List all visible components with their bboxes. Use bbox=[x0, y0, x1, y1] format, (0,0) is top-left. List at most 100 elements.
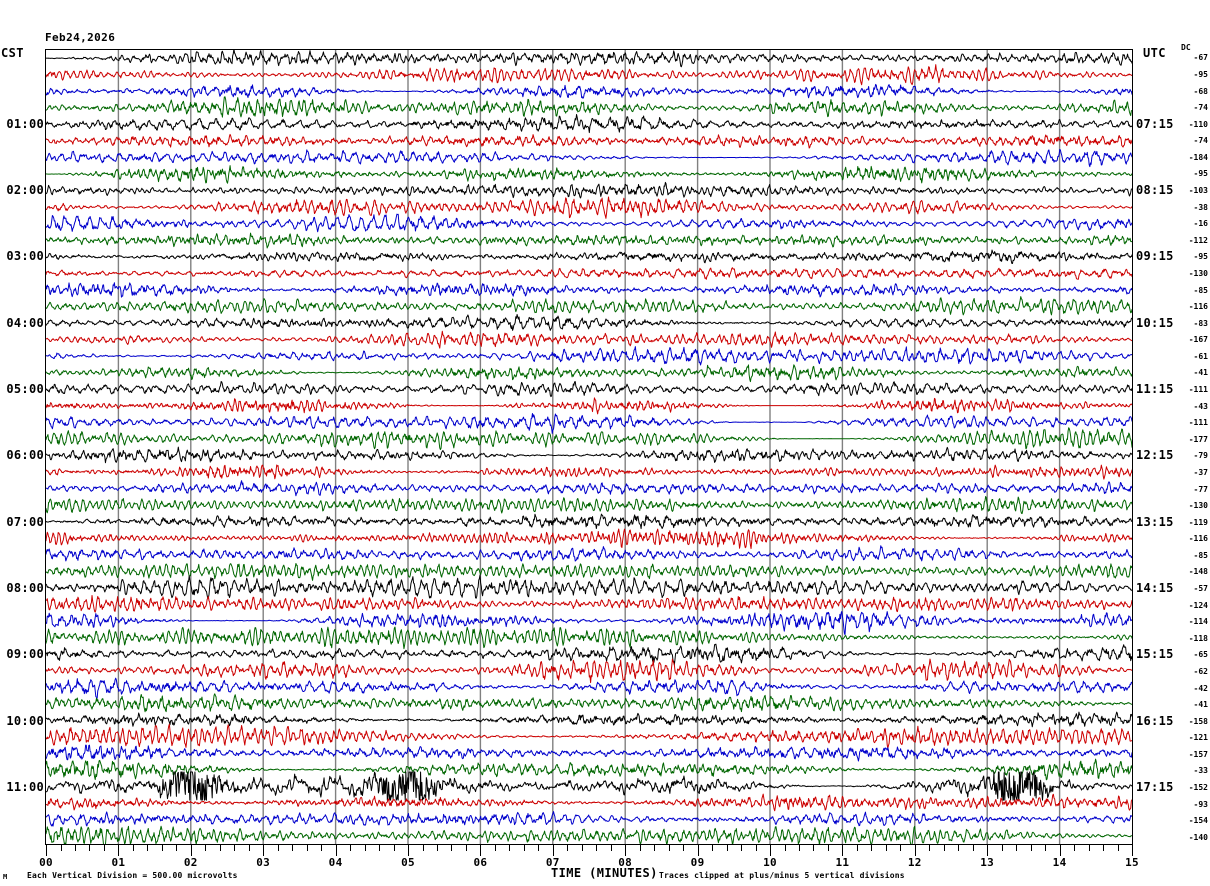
dc-value: -114 bbox=[1188, 617, 1208, 627]
hour-label-utc: 11:15 bbox=[1136, 382, 1174, 396]
trace-line bbox=[46, 232, 1132, 249]
x-tick-minor bbox=[567, 845, 569, 851]
x-tick-minor bbox=[683, 845, 685, 851]
dc-value: -111 bbox=[1188, 385, 1208, 394]
x-tick-minor bbox=[610, 845, 612, 851]
x-tick-major bbox=[552, 845, 554, 856]
dc-value: -95 bbox=[1193, 169, 1208, 179]
hour-label-utc: 12:15 bbox=[1136, 448, 1174, 463]
dc-value: -95 bbox=[1193, 252, 1208, 262]
hour-label-utc: 17:15 bbox=[1136, 780, 1174, 794]
dc-value: -95 bbox=[1193, 69, 1208, 79]
x-tick-minor bbox=[1030, 845, 1032, 851]
x-tick-minor bbox=[451, 845, 453, 851]
grid-layer bbox=[117, 50, 1061, 844]
x-tick-minor bbox=[205, 845, 207, 851]
x-tick-minor bbox=[132, 845, 134, 851]
dc-value: -121 bbox=[1188, 733, 1208, 743]
hour-label-utc: 13:15 bbox=[1136, 514, 1174, 529]
hour-label-utc: 14:15 bbox=[1136, 581, 1174, 595]
x-tick-minor bbox=[581, 845, 583, 851]
x-tick-minor bbox=[813, 845, 815, 851]
footer-scale-note: Each Vertical Division = 500.00 microvol… bbox=[27, 871, 238, 880]
x-tick-minor bbox=[755, 845, 757, 851]
x-tick-minor bbox=[958, 845, 960, 851]
x-tick-minor bbox=[1045, 845, 1047, 851]
hour-label-utc: 09:15 bbox=[1136, 249, 1174, 264]
x-tick-minor bbox=[103, 845, 105, 851]
x-tick-minor bbox=[422, 845, 424, 851]
trace-line bbox=[46, 446, 1132, 464]
hour-label-cst: 11:00 bbox=[6, 780, 44, 794]
dc-value: -61 bbox=[1193, 351, 1208, 361]
hour-label-utc: 07:15 bbox=[1136, 116, 1174, 131]
trace-line bbox=[46, 594, 1132, 613]
dc-value: -33 bbox=[1193, 766, 1208, 776]
trace-line bbox=[46, 574, 1132, 599]
trace-line bbox=[46, 267, 1132, 280]
x-tick-label: 00 bbox=[39, 856, 53, 869]
x-tick-label: 06 bbox=[473, 856, 488, 869]
x-tick-minor bbox=[654, 845, 656, 851]
dc-value: -158 bbox=[1188, 716, 1208, 726]
dc-value: -130 bbox=[1188, 501, 1208, 510]
trace-line bbox=[46, 626, 1132, 650]
trace-line bbox=[46, 364, 1132, 383]
trace-line bbox=[46, 83, 1132, 99]
hour-label-utc: 16:15 bbox=[1136, 713, 1174, 728]
x-tick-minor bbox=[350, 845, 352, 851]
trace-line bbox=[46, 196, 1132, 219]
trace-line bbox=[46, 693, 1132, 713]
hour-label-cst: 03:00 bbox=[6, 249, 44, 264]
x-tick-major bbox=[770, 845, 771, 856]
trace-line bbox=[46, 427, 1132, 451]
x-tick-minor bbox=[306, 845, 308, 851]
x-tick-label: 12 bbox=[907, 856, 922, 869]
x-tick-minor bbox=[827, 845, 829, 851]
footer-m-marker: M bbox=[3, 873, 8, 881]
x-tick-major bbox=[46, 845, 47, 856]
x-tick-label: 03 bbox=[256, 856, 271, 869]
x-tick-minor bbox=[1103, 845, 1104, 851]
dc-value: -111 bbox=[1188, 418, 1208, 428]
trace-line bbox=[46, 723, 1132, 749]
x-tick-minor bbox=[972, 845, 974, 851]
x-tick-major bbox=[335, 845, 337, 856]
x-tick-major bbox=[1132, 845, 1133, 856]
x-tick-label: 10 bbox=[763, 856, 777, 869]
dc-value: -43 bbox=[1193, 401, 1208, 411]
trace-line bbox=[46, 464, 1132, 480]
trace-line bbox=[46, 413, 1132, 434]
dc-value: -103 bbox=[1188, 186, 1208, 195]
dc-value: -177 bbox=[1188, 434, 1208, 444]
trace-line bbox=[46, 330, 1132, 349]
x-tick-major bbox=[263, 845, 265, 856]
x-tick-minor bbox=[929, 845, 931, 851]
dc-value: -157 bbox=[1188, 749, 1208, 759]
trace-line bbox=[46, 793, 1132, 812]
hour-label-cst: 09:00 bbox=[6, 647, 44, 662]
x-tick-label: 13 bbox=[980, 856, 995, 869]
x-tick-label: 02 bbox=[183, 856, 198, 869]
dc-value: -65 bbox=[1193, 650, 1208, 660]
x-tick-label: 08 bbox=[618, 856, 633, 869]
x-tick-label: 15 bbox=[1125, 856, 1139, 869]
x-tick-minor bbox=[161, 845, 163, 851]
x-tick-major bbox=[625, 845, 627, 856]
dc-value: -67 bbox=[1193, 53, 1208, 63]
trace-line bbox=[46, 181, 1132, 199]
x-tick-major bbox=[1059, 845, 1061, 856]
hour-label-utc: 10:15 bbox=[1136, 315, 1174, 330]
x-tick-minor bbox=[379, 845, 380, 851]
dc-value: -130 bbox=[1188, 268, 1208, 278]
x-tick-minor bbox=[176, 845, 178, 851]
x-tick-label: 14 bbox=[1052, 856, 1067, 869]
trace-line bbox=[46, 397, 1132, 415]
x-tick-minor bbox=[856, 845, 858, 851]
x-tick-major bbox=[697, 845, 699, 856]
trace-line bbox=[46, 114, 1132, 134]
x-tick-minor bbox=[364, 845, 366, 851]
dc-column-header: DC bbox=[1181, 43, 1191, 52]
x-tick-major bbox=[118, 845, 120, 856]
